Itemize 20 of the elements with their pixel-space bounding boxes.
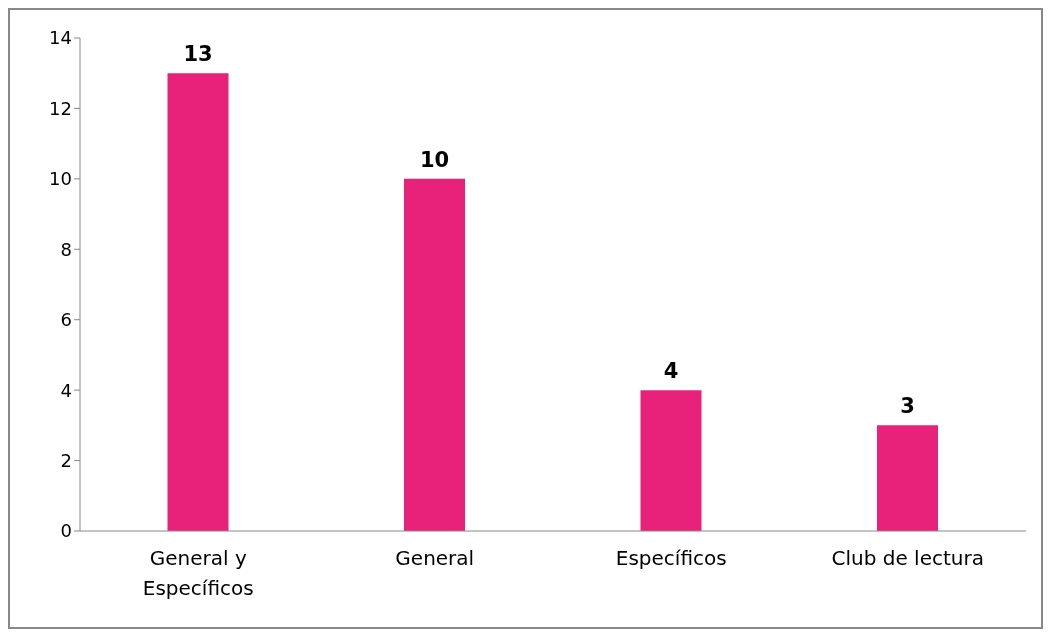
y-tick-label: 8 xyxy=(60,238,72,260)
y-tick-label: 10 xyxy=(49,168,72,190)
y-tick-label: 2 xyxy=(60,449,72,471)
bar xyxy=(877,425,939,531)
y-tick-label: 0 xyxy=(60,520,72,542)
x-tick-label: General y Específicos xyxy=(142,546,254,600)
bar xyxy=(640,390,702,531)
y-tick-label: 12 xyxy=(49,97,72,119)
x-tick-label: General xyxy=(395,546,475,570)
bar xyxy=(404,178,466,531)
y-tick-label: 6 xyxy=(60,309,72,331)
data-label: 3 xyxy=(900,394,915,419)
data-label: 4 xyxy=(663,359,679,384)
y-tick-label: 4 xyxy=(60,379,72,401)
bar xyxy=(167,73,229,531)
y-tick-label: 14 xyxy=(49,27,72,49)
x-tick-label: Club de lectura xyxy=(831,546,984,570)
data-label: 13 xyxy=(183,42,213,67)
data-label: 10 xyxy=(419,147,450,172)
x-tick-label: Específicos xyxy=(615,546,727,570)
